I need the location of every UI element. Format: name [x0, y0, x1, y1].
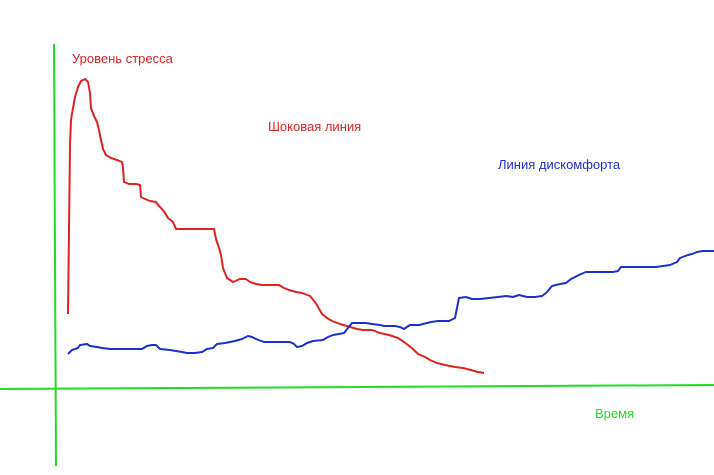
y-axis-label: Уровень стресса: [72, 51, 174, 66]
discomfort-line-label: Линия дискомфорта: [498, 157, 621, 172]
shock-line-label: Шоковая линия: [268, 119, 361, 134]
shock-line: [67, 78, 485, 374]
discomfort-line: [67, 250, 714, 355]
x-axis: [0, 384, 714, 390]
x-axis-label: Время: [595, 406, 634, 421]
y-axis: [53, 43, 57, 467]
